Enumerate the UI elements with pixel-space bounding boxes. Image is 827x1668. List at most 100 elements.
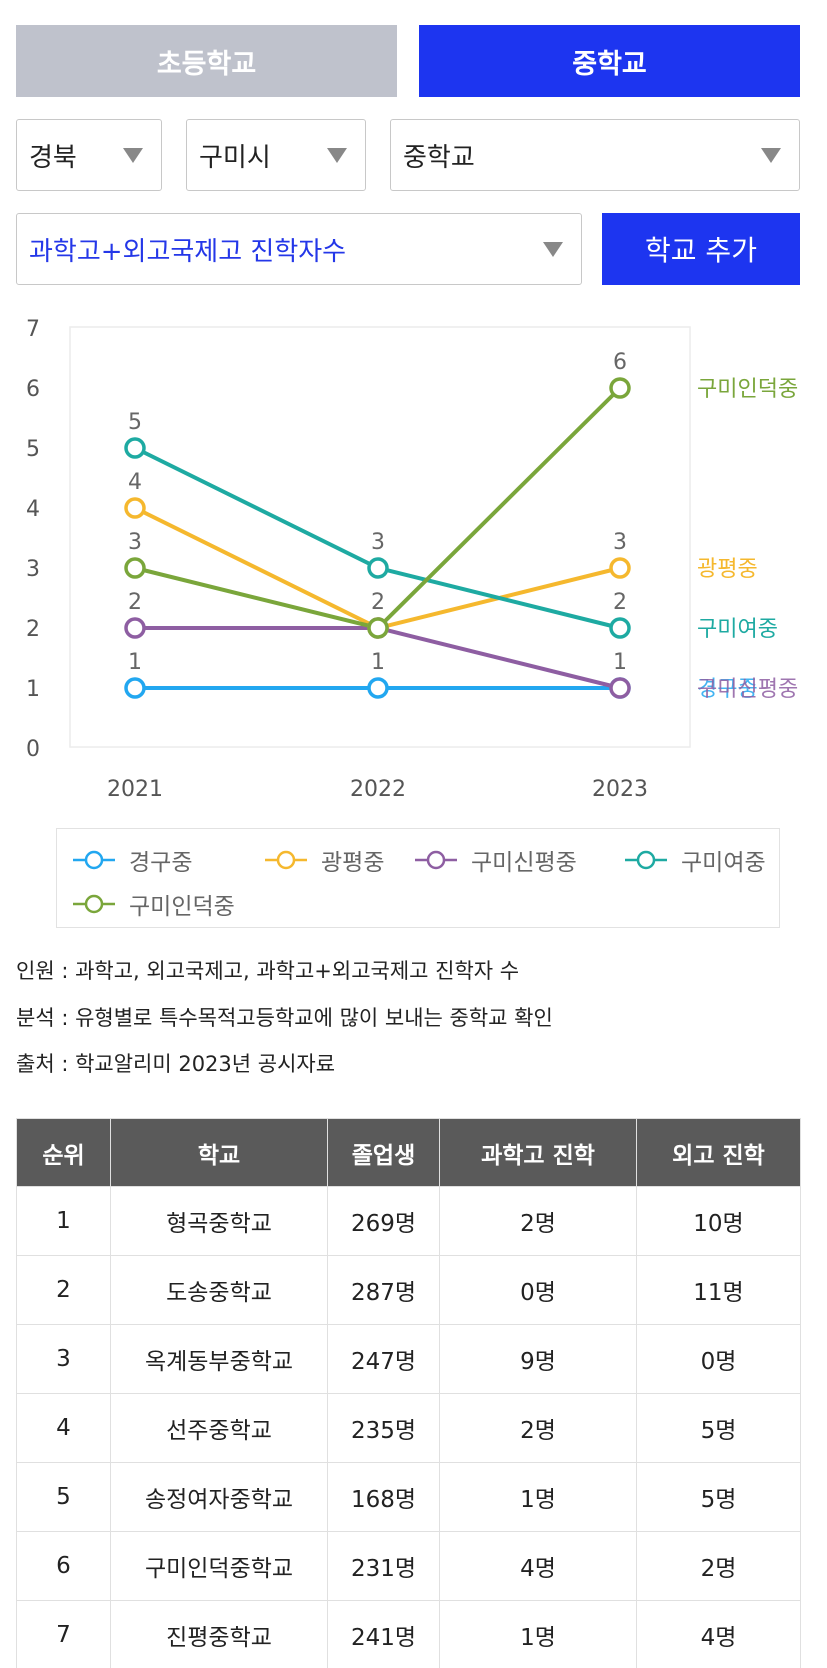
note-analysis: 분석 : 유형별로 특수목적고등학교에 많이 보내는 중학교 확인 <box>16 1006 553 1030</box>
series-end-label: 구미여중 <box>697 617 778 642</box>
data-label: 4 <box>128 470 142 495</box>
y-tick-label: 4 <box>26 497 40 522</box>
x-tick-label: 2021 <box>107 777 163 802</box>
header-foreign-high: 외고 진학 <box>636 1118 801 1187</box>
cell-rank: 5 <box>16 1462 111 1532</box>
metric-value: 과학고+외고국제고 진학자수 <box>29 236 347 267</box>
data-point <box>609 557 631 579</box>
cell-rank: 7 <box>16 1600 111 1668</box>
header-graduates: 졸업생 <box>327 1118 440 1187</box>
cell-graduates: 287명 <box>327 1255 440 1325</box>
tab-elementary[interactable]: 초등학교 <box>16 25 397 97</box>
cell-school: 선주중학교 <box>110 1393 328 1463</box>
legend-label: 경구중 <box>129 850 193 876</box>
cell-science: 2명 <box>439 1186 637 1256</box>
data-label: 6 <box>613 350 627 375</box>
table-row: 4 선주중학교 235명 2명 5명 <box>16 1393 801 1463</box>
data-point <box>367 557 389 579</box>
y-tick-label: 1 <box>26 677 40 702</box>
cell-school: 도송중학교 <box>110 1255 328 1325</box>
cell-graduates: 168명 <box>327 1462 440 1532</box>
cell-science: 4명 <box>439 1531 637 1601</box>
ranking-table: 순위 학교 졸업생 과학고 진학 외고 진학 1 형곡중학교 269명 2명 10명 2 도… <box>16 1118 801 1668</box>
data-label: 2 <box>371 590 385 615</box>
cell-rank: 4 <box>16 1393 111 1463</box>
table-row: 6 구미인덕중학교 231명 4명 2명 <box>16 1531 801 1601</box>
city-value: 구미시 <box>199 142 271 173</box>
legend-marker-icon <box>265 850 307 870</box>
cell-graduates: 235명 <box>327 1393 440 1463</box>
series-end-label: 구미신평중 <box>697 677 798 702</box>
y-tick-label: 7 <box>26 317 40 342</box>
table-row: 2 도송중학교 287명 0명 11명 <box>16 1255 801 1325</box>
y-tick-label: 5 <box>26 437 40 462</box>
legend-item[interactable]: 구미신평중 <box>413 843 577 877</box>
cell-foreign: 5명 <box>636 1462 801 1532</box>
header-school: 학교 <box>110 1118 328 1187</box>
cell-graduates: 241명 <box>327 1600 440 1668</box>
legend-marker-icon <box>73 850 115 870</box>
cell-school: 진평중학교 <box>110 1600 328 1668</box>
region-select[interactable]: 경북 <box>16 119 162 191</box>
cell-school: 형곡중학교 <box>110 1186 328 1256</box>
cell-foreign: 2명 <box>636 1531 801 1601</box>
data-label: 1 <box>128 650 142 675</box>
cell-science: 1명 <box>439 1462 637 1532</box>
table-header-row: 순위 학교 졸업생 과학고 진학 외고 진학 <box>16 1118 801 1187</box>
cell-foreign: 0명 <box>636 1324 801 1394</box>
cell-rank: 3 <box>16 1324 111 1394</box>
data-label: 2 <box>613 590 627 615</box>
cell-school: 송정여자중학교 <box>110 1462 328 1532</box>
data-label: 1 <box>613 650 627 675</box>
data-point <box>124 437 146 459</box>
add-school-button[interactable]: 학교 추가 <box>602 213 800 285</box>
school-type-select[interactable]: 중학교 <box>390 119 800 191</box>
cell-foreign: 5명 <box>636 1393 801 1463</box>
data-label: 3 <box>371 530 385 555</box>
data-label: 3 <box>128 530 142 555</box>
series-end-label: 구미인덕중 <box>697 377 798 402</box>
chevron-down-icon <box>761 148 781 163</box>
cell-graduates: 231명 <box>327 1531 440 1601</box>
plot-area <box>69 326 691 748</box>
data-point <box>367 677 389 699</box>
data-point <box>124 497 146 519</box>
table-row: 1 형곡중학교 269명 2명 10명 <box>16 1186 801 1256</box>
x-tick-label: 2022 <box>350 777 406 802</box>
cell-school: 구미인덕중학교 <box>110 1531 328 1601</box>
note-people: 인원 : 과학고, 외고국제고, 과학고+외고국제고 진학자 수 <box>16 959 520 983</box>
school-type-value: 중학교 <box>403 142 475 173</box>
legend-item[interactable]: 구미인덕중 <box>71 887 235 921</box>
cell-rank: 1 <box>16 1186 111 1256</box>
y-tick-label: 2 <box>26 617 40 642</box>
table-row: 7 진평중학교 241명 1명 4명 <box>16 1600 801 1668</box>
legend-label: 구미신평중 <box>471 850 577 876</box>
cell-science: 0명 <box>439 1255 637 1325</box>
data-point <box>367 617 389 639</box>
metric-select[interactable]: 과학고+외고국제고 진학자수 <box>16 213 582 285</box>
x-tick-label: 2023 <box>592 777 648 802</box>
city-select[interactable]: 구미시 <box>186 119 366 191</box>
data-label: 2 <box>128 590 142 615</box>
legend-item[interactable]: 구미여중 <box>623 843 766 877</box>
tab-middle[interactable]: 중학교 <box>419 25 800 97</box>
data-label: 3 <box>613 530 627 555</box>
legend-label: 광평중 <box>321 850 385 876</box>
legend-item[interactable]: 경구중 <box>71 843 192 877</box>
chevron-down-icon <box>327 148 347 163</box>
cell-foreign: 10명 <box>636 1186 801 1256</box>
legend-item[interactable]: 광평중 <box>263 843 384 877</box>
series-end-label: 경구중 <box>697 677 758 702</box>
data-point <box>609 677 631 699</box>
cell-science: 2명 <box>439 1393 637 1463</box>
chevron-down-icon <box>543 242 563 257</box>
legend-label: 구미여중 <box>681 850 766 876</box>
legend-marker-icon <box>415 850 457 870</box>
table-row: 3 옥계동부중학교 247명 9명 0명 <box>16 1324 801 1394</box>
data-point <box>124 617 146 639</box>
cell-graduates: 269명 <box>327 1186 440 1256</box>
cell-rank: 6 <box>16 1531 111 1601</box>
